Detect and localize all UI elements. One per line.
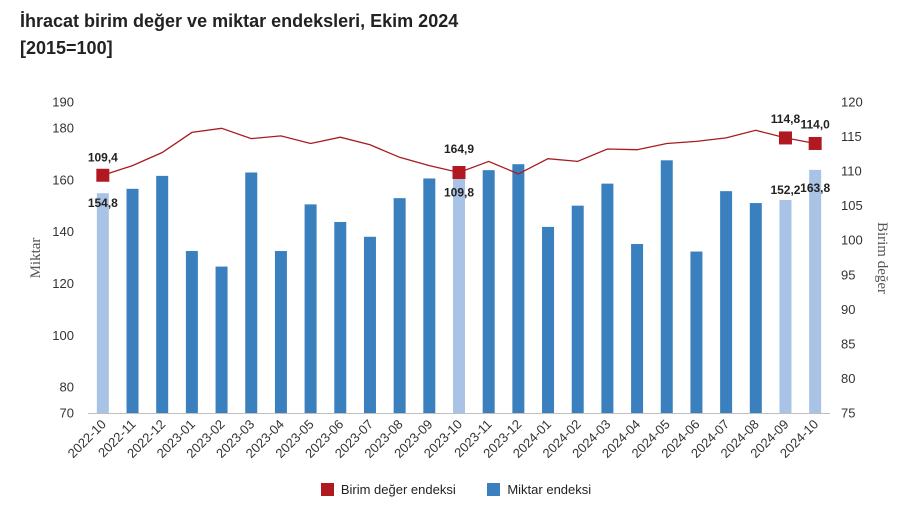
bar-2024-09 <box>779 199 792 413</box>
marker-2024-10 <box>808 136 822 150</box>
bar-2022-10 <box>96 193 109 413</box>
marker-2023-10 <box>452 165 466 179</box>
bar-2024-03 <box>601 183 614 413</box>
left-tick-label: 140 <box>52 224 74 239</box>
bar-2023-10 <box>453 167 465 413</box>
bar-2023-04 <box>274 251 287 413</box>
bar-2023-06 <box>334 221 347 413</box>
bar-2024-02 <box>571 205 584 413</box>
bar-2023-05 <box>304 204 317 413</box>
right-tick-label: 115 <box>841 129 862 144</box>
chart-title: İhracat birim değer ve miktar endeksleri… <box>20 11 459 31</box>
bar-2023-08 <box>393 198 406 413</box>
bar-data-label: 154,8 <box>88 196 118 210</box>
bar-2023-01 <box>185 251 198 413</box>
bar-2024-06 <box>690 251 703 413</box>
marker-2024-09 <box>778 131 792 145</box>
x-axis-ticks: 2022-102022-112022-122023-012023-022023-… <box>65 417 822 461</box>
marker-2022-10 <box>96 168 110 182</box>
combo-chart: 70 80 100 120 140 160 180 190 75 80 85 90 95 100 105 1… <box>28 95 890 461</box>
legend-label-bar: Miktar endeksi <box>507 482 592 497</box>
line-data-label: 109,4 <box>88 150 118 164</box>
bar-2024-05 <box>660 160 673 413</box>
right-tick-label: 85 <box>841 336 855 351</box>
left-tick-label: 70 <box>60 406 74 421</box>
line-data-label: 109,8 <box>444 185 474 199</box>
left-axis-title: Miktar <box>28 238 44 279</box>
left-axis-ticks: 70 80 100 120 140 160 180 190 <box>52 95 74 421</box>
bar-2022-12 <box>156 175 169 413</box>
bar-2023-02 <box>215 266 228 413</box>
legend-label-line: Birim değer endeksi <box>340 482 456 497</box>
bar-2024-04 <box>631 244 644 413</box>
bar-2023-12 <box>512 164 525 413</box>
bar-2023-03 <box>245 172 258 413</box>
legend-swatch-bar <box>487 483 501 496</box>
right-tick-label: 75 <box>841 406 855 421</box>
left-tick-label: 160 <box>52 172 74 187</box>
legend: Birim değer endeksi Miktar endeksi <box>0 482 912 499</box>
bar-2023-07 <box>363 236 376 413</box>
chart-subtitle: [2015=100] <box>20 38 113 58</box>
right-tick-label: 110 <box>841 164 862 179</box>
bar-2022-11 <box>126 188 139 413</box>
left-tick-label: 120 <box>52 276 74 291</box>
data-labels: 109,4 109,8 114,8 114,0 154,8 164,9 152,2 163,8 <box>88 112 831 210</box>
bar-2024-07 <box>720 191 733 413</box>
right-tick-label: 90 <box>841 302 855 317</box>
left-tick-label: 100 <box>52 328 74 343</box>
legend-swatch-line <box>320 483 334 496</box>
right-tick-label: 120 <box>841 95 863 110</box>
bar-2024-10 <box>809 169 822 413</box>
bar-2023-09 <box>423 178 436 413</box>
bar-2024-08 <box>749 203 762 413</box>
legend-item-birim-deger[interactable]: Birim değer endeksi <box>320 482 456 497</box>
bar-2023-11 <box>482 170 495 413</box>
line-data-label: 114,8 <box>771 112 801 126</box>
legend-item-miktar[interactable]: Miktar endeksi <box>487 482 591 497</box>
bar-data-label: 163,8 <box>800 181 830 195</box>
bar-data-label: 152,2 <box>770 183 800 197</box>
line-markers <box>96 131 822 182</box>
bar-2024-01 <box>542 226 555 413</box>
bar-data-label: 164,9 <box>444 142 474 156</box>
right-tick-label: 95 <box>841 267 855 282</box>
right-axis-ticks: 75 80 85 90 95 100 105 110 115 120 <box>841 95 863 421</box>
right-tick-label: 80 <box>841 371 855 386</box>
bar-series-miktar <box>96 160 822 413</box>
left-tick-label: 190 <box>52 95 74 110</box>
line-data-label: 114,0 <box>800 117 830 131</box>
right-axis-title: Birim değer <box>874 222 890 294</box>
left-tick-label: 80 <box>60 380 74 395</box>
right-tick-label: 105 <box>841 198 863 213</box>
right-tick-label: 100 <box>841 233 863 248</box>
left-tick-label: 180 <box>52 120 74 135</box>
